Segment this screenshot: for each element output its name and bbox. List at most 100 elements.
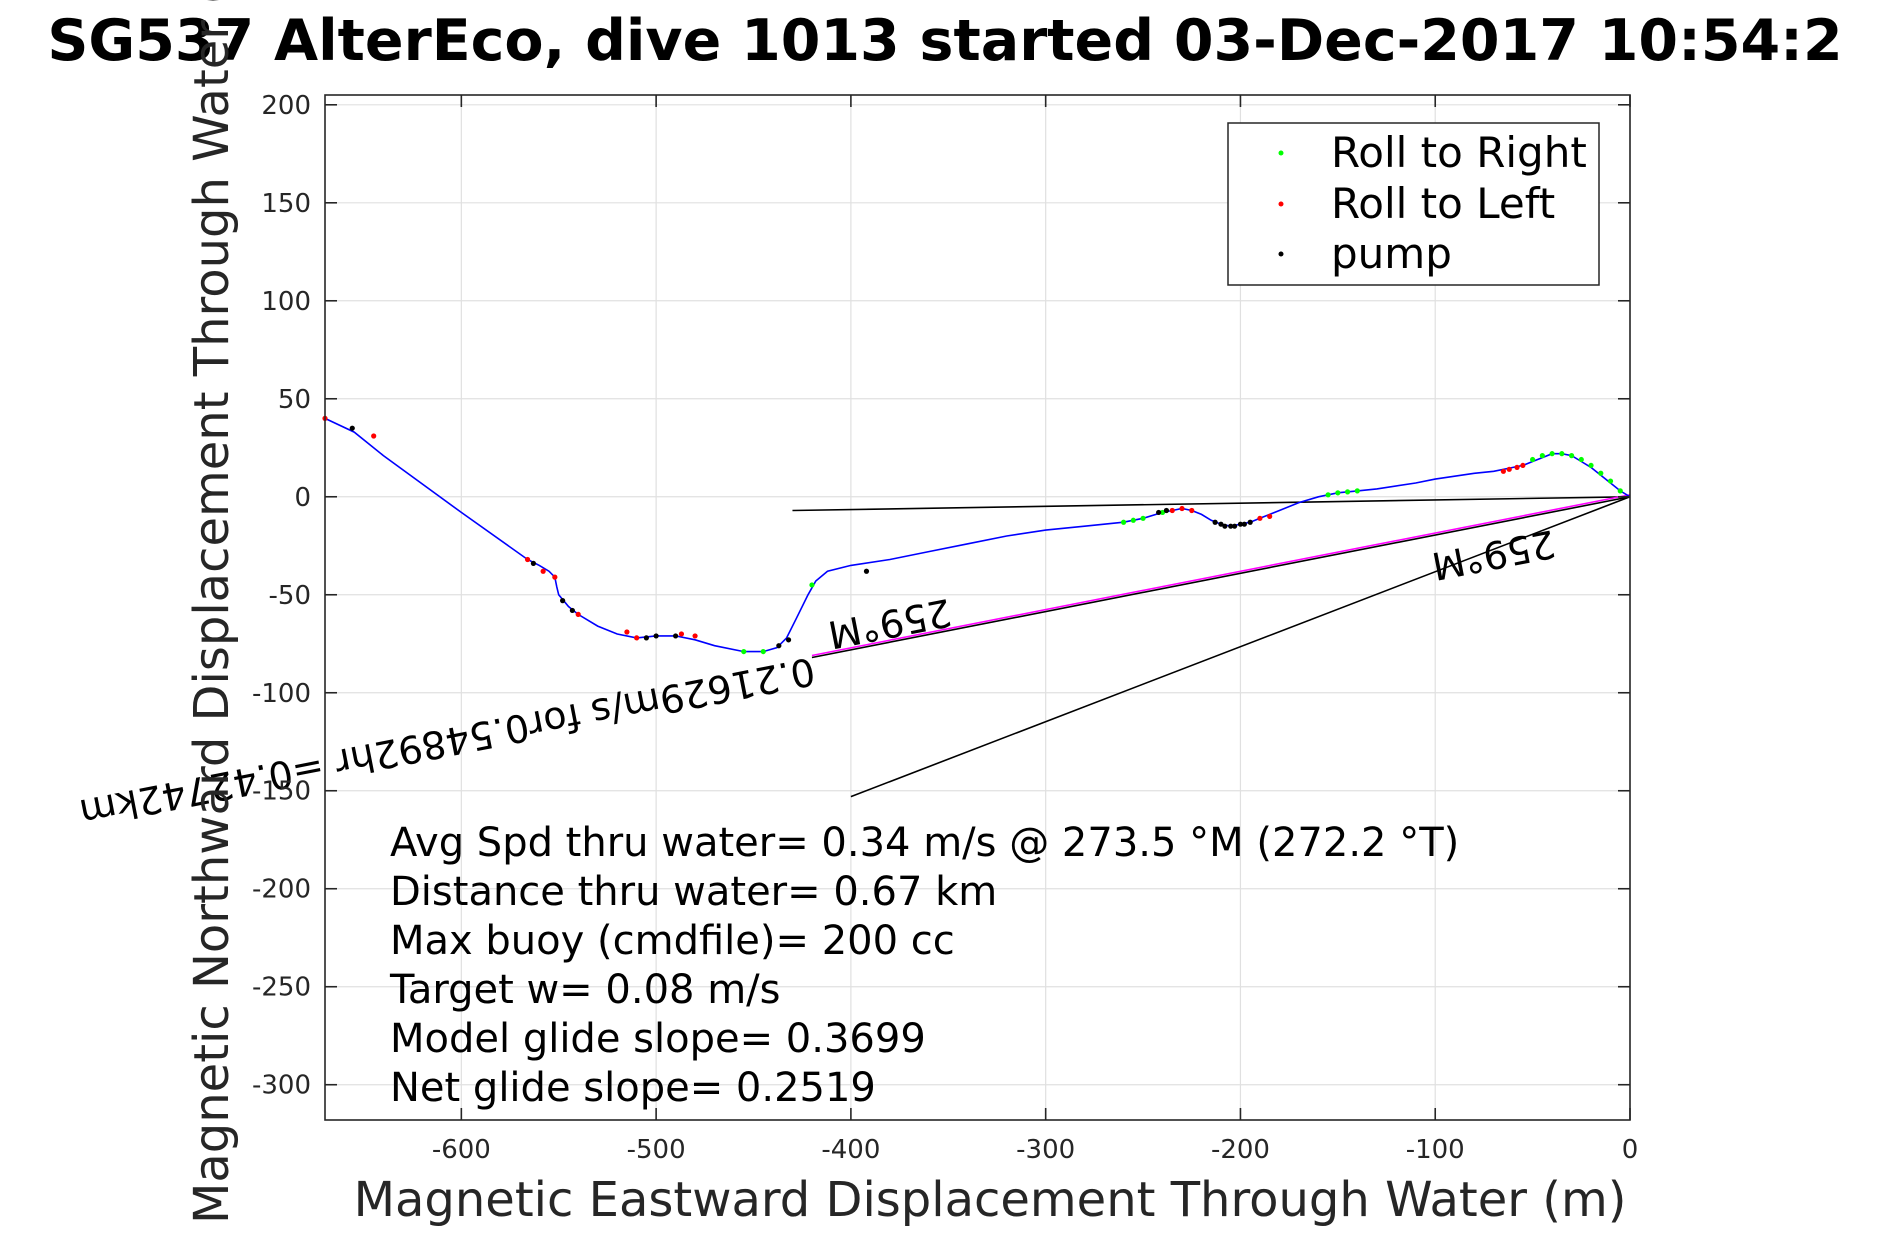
stat-line: Target w= 0.08 m/s: [389, 967, 780, 1013]
roll-right-point: [1578, 456, 1584, 463]
pump-point: [569, 607, 575, 614]
magenta-current-line: [811, 493, 1631, 657]
x-tick-label: -200: [1211, 1135, 1270, 1165]
roll-left-point: [1169, 507, 1175, 514]
stat-line: Distance thru water= 0.67 km: [390, 869, 997, 915]
y-tick-label: -200: [252, 875, 311, 905]
y-tick-label: 50: [278, 385, 311, 415]
y-tick-label: 0: [294, 483, 311, 513]
roll-right-point: [1568, 453, 1575, 459]
pump-point: [653, 633, 659, 639]
x-tick-label: -400: [821, 1135, 880, 1165]
x-tick-label: 0: [1622, 1135, 1639, 1165]
roll-left-point: [692, 633, 698, 639]
pump-point: [1241, 521, 1247, 527]
stat-line: Max buoy (cmdfile)= 200 cc: [390, 918, 955, 964]
roll-right-point: [1598, 470, 1604, 476]
x-tick-label: -500: [627, 1135, 686, 1165]
y-tick-label: -100: [252, 679, 311, 709]
pump-point: [560, 598, 566, 604]
roll-left-point: [1500, 468, 1506, 474]
x-tick-label: -100: [1406, 1135, 1465, 1165]
roll-right-point: [1140, 515, 1146, 521]
roll-left-point: [524, 556, 531, 563]
legend-label-pump: pump: [1331, 229, 1452, 278]
x-tick-label: -300: [1016, 1135, 1075, 1165]
pump-point: [1247, 519, 1253, 525]
chart-title: SG537 AlterEco, dive 1013 started 03-Dec…: [47, 8, 1842, 74]
roll-left-point: [624, 629, 630, 635]
legend-marker-roll-right: [1278, 150, 1284, 156]
black-reference-lines: [792, 495, 1631, 798]
pump-point: [785, 637, 792, 643]
y-tick-label: 150: [261, 189, 311, 219]
marker-points: [322, 415, 1623, 655]
black-line: [811, 495, 1631, 659]
roll-right-point: [809, 582, 815, 588]
stat-line: Net glide slope= 0.2519: [390, 1065, 876, 1111]
pump-point: [1222, 523, 1228, 529]
roll-right-point: [760, 648, 766, 655]
legend-marker-pump: [1278, 251, 1284, 257]
roll-left-point: [371, 433, 377, 439]
legend-marker-roll-left: [1278, 201, 1284, 207]
y-tick-label: -150: [252, 777, 311, 807]
roll-right-point: [1130, 517, 1136, 523]
y-tick-label: -50: [269, 581, 311, 611]
roll-left-point: [1267, 513, 1273, 519]
legend-box: [1227, 122, 1600, 286]
roll-left-point: [1520, 462, 1526, 469]
pump-point: [1228, 523, 1234, 529]
roll-right-point: [1325, 492, 1331, 498]
x-axis-label: Magnetic Eastward Displacement Through W…: [354, 1172, 1627, 1228]
legend-label-roll-left: Roll to Left: [1331, 179, 1555, 228]
pump-point: [1237, 521, 1244, 527]
pump-point: [1212, 519, 1218, 525]
roll-left-point: [575, 611, 581, 617]
stats-annotations: Avg Spd thru water= 0.34 m/s @ 273.5 °M …: [389, 820, 1459, 1111]
legend-label-roll-right: Roll to Right: [1331, 128, 1587, 177]
legend: Roll to Right Roll to Left pump: [1227, 122, 1600, 286]
roll-right-point: [1559, 451, 1565, 457]
y-tick-label: -300: [252, 1071, 311, 1101]
roll-right-point: [741, 648, 747, 655]
roll-left-point: [634, 635, 640, 641]
roll-right-point: [1344, 489, 1351, 495]
y-tick-label: 200: [261, 91, 311, 121]
pump-point: [1156, 509, 1162, 516]
pump-point: [349, 425, 355, 431]
roll-right-point: [1607, 478, 1614, 484]
roll-right-point: [1159, 509, 1166, 516]
x-tick-label: -600: [432, 1135, 491, 1165]
pump-point: [672, 633, 679, 639]
roll-left-point: [1179, 505, 1185, 512]
pump-point: [1163, 507, 1170, 514]
roll-right-point: [1617, 488, 1623, 494]
roll-left-point: [540, 568, 546, 574]
black-line: [792, 495, 1631, 512]
pump-point: [530, 560, 537, 567]
pump-point: [643, 635, 649, 641]
roll-right-point: [1530, 456, 1536, 463]
y-axis-label: Magnetic Northward Displacement Through …: [184, 0, 240, 1224]
roll-left-point: [1257, 515, 1263, 521]
plot-frame: [324, 94, 1631, 1121]
black-line: [850, 496, 1631, 798]
stat-line: Avg Spd thru water= 0.34 m/s @ 273.5 °M …: [390, 820, 1459, 866]
roll-left-point: [552, 574, 558, 580]
roll-right-point: [1120, 519, 1127, 525]
y-tick-label: -250: [252, 973, 311, 1003]
pump-point: [863, 568, 870, 574]
y-tick-label: 100: [261, 287, 311, 317]
roll-right-point: [1539, 453, 1545, 459]
roll-right-point: [1588, 462, 1594, 469]
magenta-line: [811, 493, 1631, 657]
pump-point: [776, 643, 782, 649]
stat-line: Model glide slope= 0.3699: [390, 1016, 926, 1062]
roll-right-point: [1549, 451, 1555, 457]
roll-left-point: [678, 631, 685, 637]
roll-right-point: [1335, 490, 1341, 496]
roll-left-point: [1189, 507, 1195, 514]
axis-ticks: -600 -500 -400 -300 -200 -100 0 200 150 100 50 0 -50…: [252, 91, 1638, 1165]
